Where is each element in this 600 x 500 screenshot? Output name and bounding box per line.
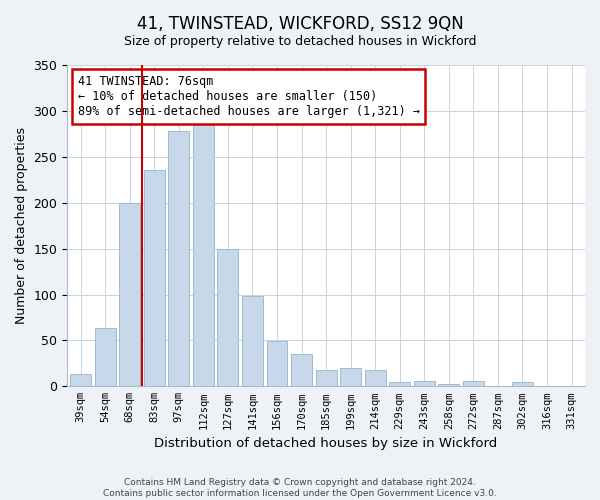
Bar xyxy=(389,382,410,386)
Bar xyxy=(119,202,140,386)
Bar xyxy=(439,384,459,386)
Bar xyxy=(414,381,434,386)
Bar xyxy=(340,368,361,386)
Bar xyxy=(266,342,287,386)
Bar xyxy=(463,381,484,386)
X-axis label: Distribution of detached houses by size in Wickford: Distribution of detached houses by size … xyxy=(154,437,498,450)
Bar xyxy=(95,328,116,386)
Text: 41, TWINSTEAD, WICKFORD, SS12 9QN: 41, TWINSTEAD, WICKFORD, SS12 9QN xyxy=(137,15,463,33)
Bar xyxy=(193,120,214,386)
Bar xyxy=(242,296,263,386)
Text: Contains HM Land Registry data © Crown copyright and database right 2024.
Contai: Contains HM Land Registry data © Crown c… xyxy=(103,478,497,498)
Bar xyxy=(291,354,312,386)
Bar xyxy=(144,170,165,386)
Text: 41 TWINSTEAD: 76sqm
← 10% of detached houses are smaller (150)
89% of semi-detac: 41 TWINSTEAD: 76sqm ← 10% of detached ho… xyxy=(77,74,419,118)
Bar xyxy=(512,382,533,386)
Bar xyxy=(169,131,189,386)
Bar xyxy=(365,370,386,386)
Text: Size of property relative to detached houses in Wickford: Size of property relative to detached ho… xyxy=(124,35,476,48)
Bar xyxy=(70,374,91,386)
Bar xyxy=(316,370,337,386)
Y-axis label: Number of detached properties: Number of detached properties xyxy=(15,127,28,324)
Bar xyxy=(217,248,238,386)
